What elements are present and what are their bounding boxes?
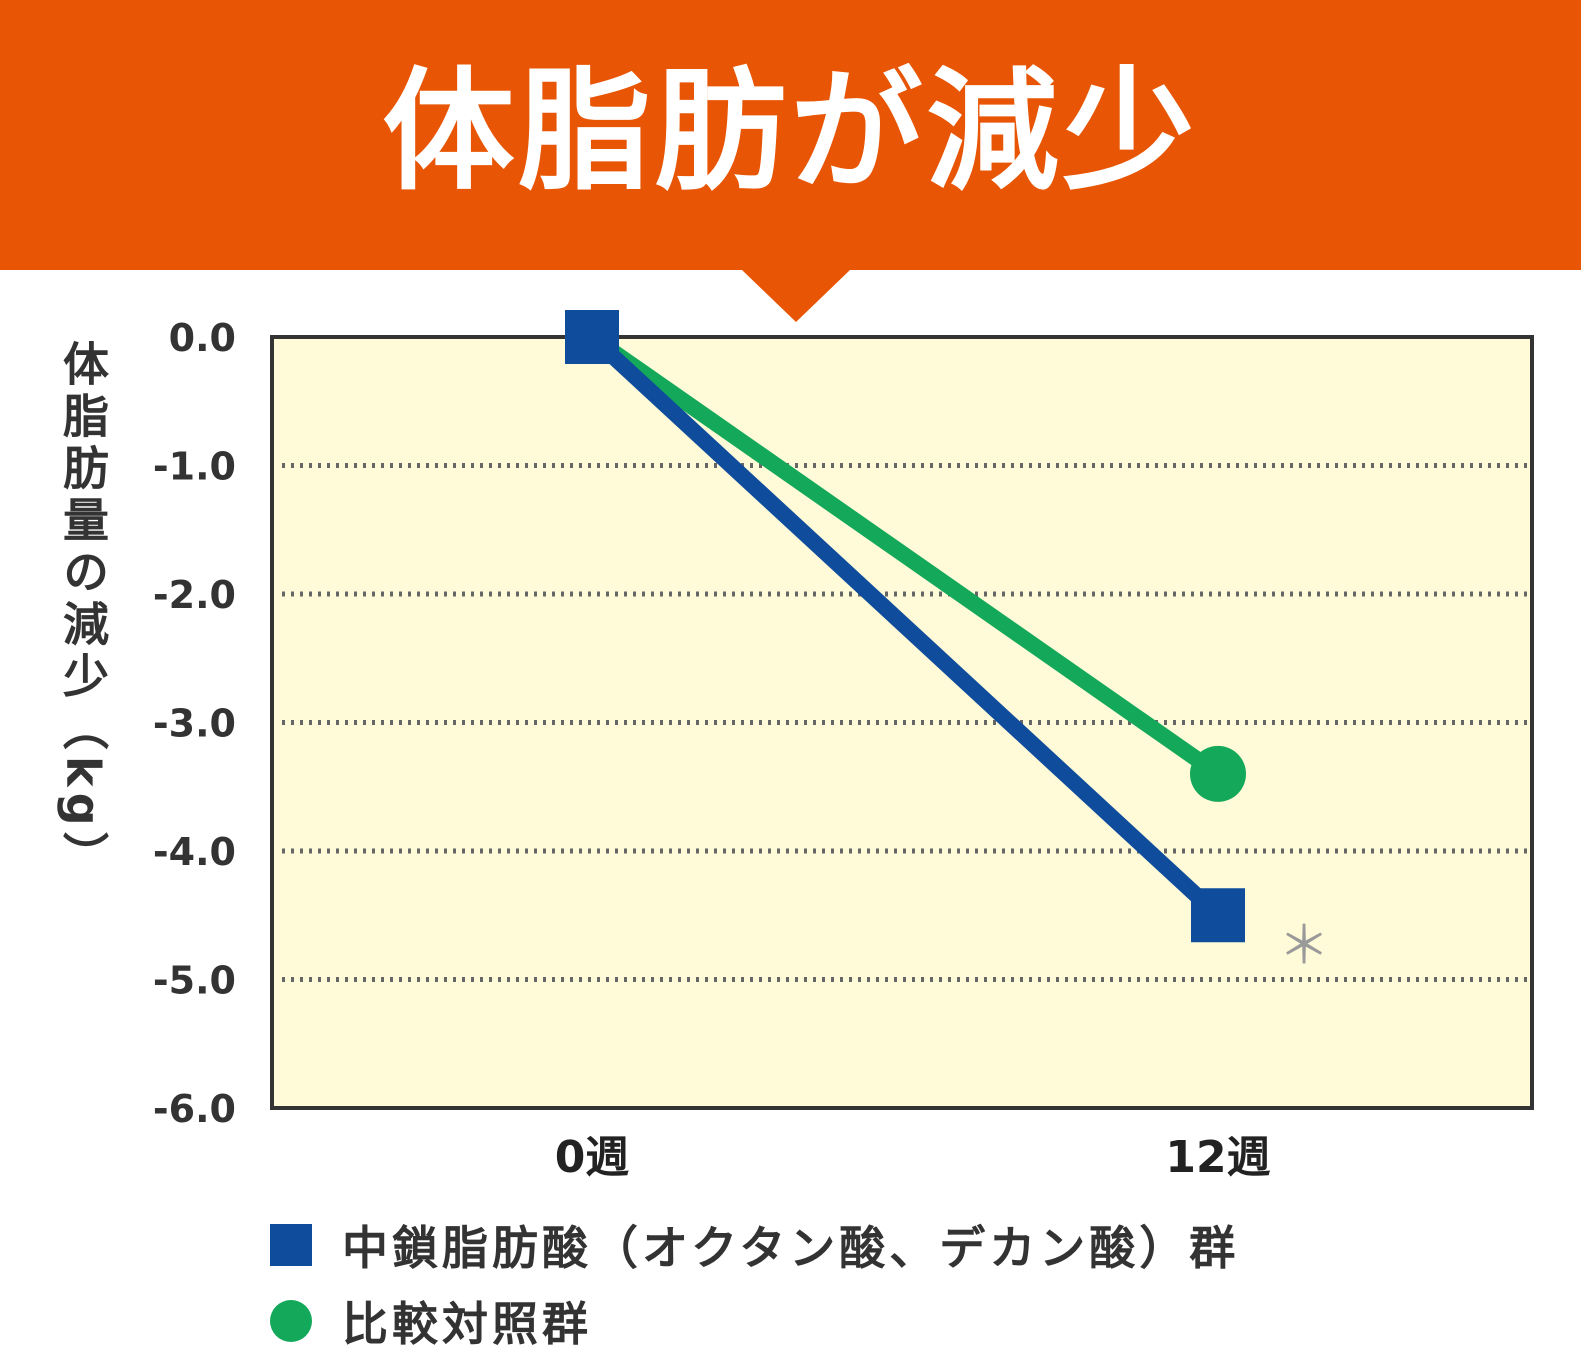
gridlines (282, 463, 1532, 982)
series-layer (565, 310, 1246, 943)
y-tick-label: -5.0 (153, 959, 236, 1003)
banner-title: 体脂肪が減少 (382, 55, 1199, 209)
annotation-layer: ＊ (1278, 916, 1330, 976)
legend-item-mcfa: 中鎖脂肪酸（オクタン酸、デカン酸）群 (270, 1210, 1239, 1280)
y-tick-label: -4.0 (153, 830, 236, 874)
data-point-mcfa (1191, 888, 1245, 943)
x-tick-label: 0週 (555, 1132, 630, 1183)
y-tick-label: -2.0 (153, 573, 236, 617)
banner-pointer (742, 270, 850, 322)
legend-label-control: 比較対照群 (342, 1297, 592, 1351)
y-tick-label: -1.0 (153, 445, 236, 489)
significance-asterisk: ＊ (1278, 916, 1330, 976)
data-point-control (1190, 745, 1246, 802)
y-tick-label: -6.0 (153, 1087, 236, 1131)
y-tick-label: -3.0 (153, 702, 236, 746)
legend-label-mcfa: 中鎖脂肪酸（オクタン酸、デカン酸）群 (342, 1221, 1240, 1275)
series-line-mcfa (584, 329, 1226, 924)
data-point-mcfa (565, 310, 619, 364)
legend-circle-icon (270, 1300, 312, 1342)
x-axis-ticks: 0週 12週 (555, 1132, 1271, 1183)
plot-border (270, 335, 1534, 1110)
plot-area (272, 337, 1532, 1108)
x-tick-label: 12週 (1165, 1132, 1270, 1183)
legend-item-control: 比較対照群 (270, 1286, 592, 1356)
legend-square-icon (270, 1224, 312, 1266)
title-banner (0, 0, 1581, 270)
y-tick-label: 0.0 (169, 316, 236, 360)
y-axis-ticks: 0.0 -1.0 -2.0 -3.0 -4.0 -5.0 -6.0 (153, 316, 236, 1131)
series-line-control (584, 329, 1226, 782)
y-axis-label: 体脂肪量の減少（kg） (56, 340, 110, 884)
